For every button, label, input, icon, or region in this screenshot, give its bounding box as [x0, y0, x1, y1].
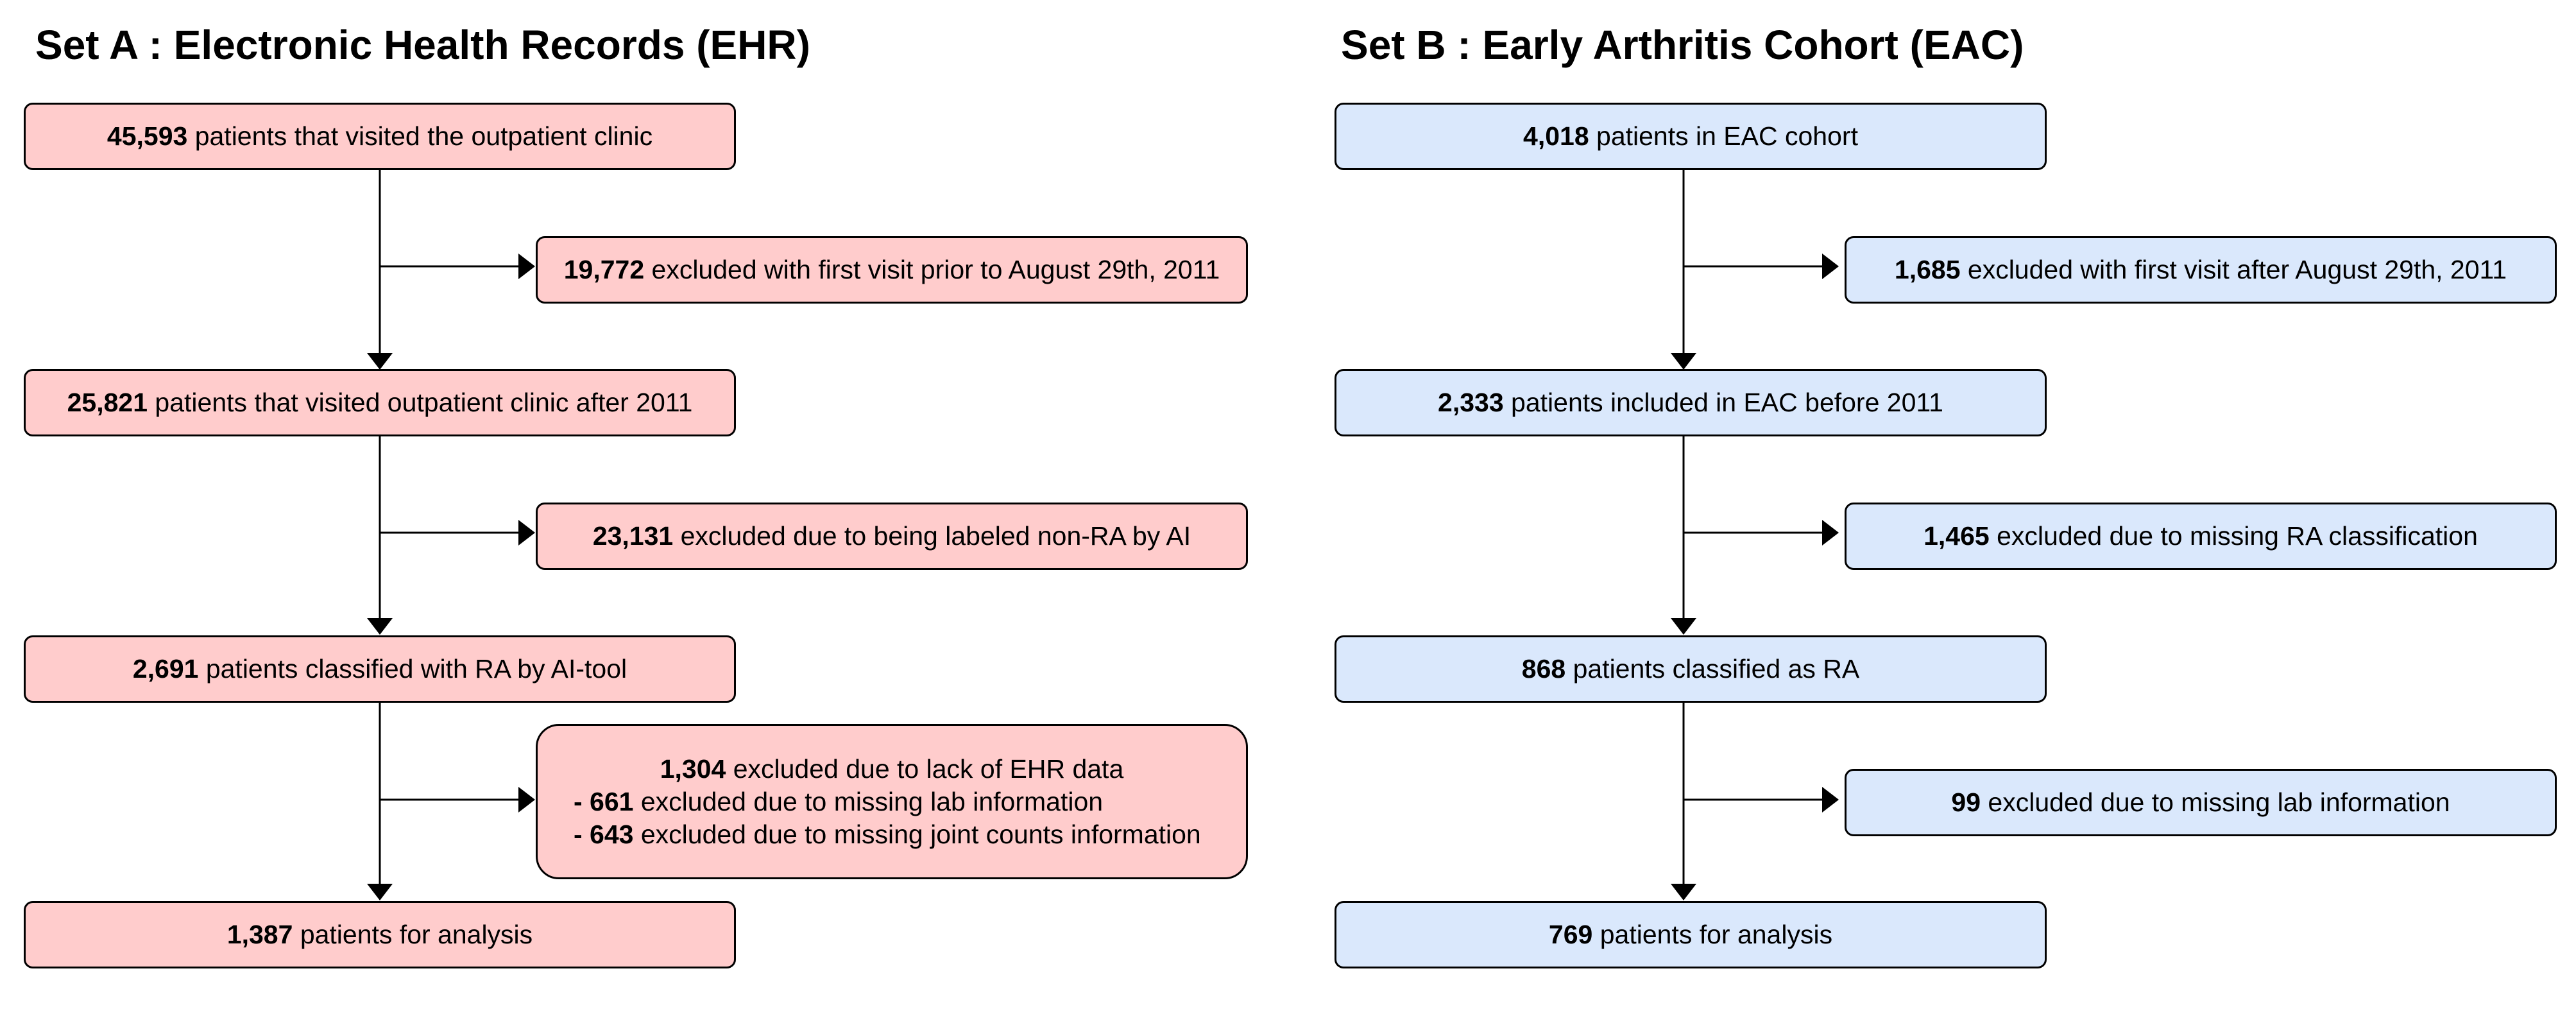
set-a-title: Set A : Electronic Health Records (EHR) — [35, 22, 810, 68]
set-b-count: 769 — [1548, 920, 1593, 949]
set-b-label: patients classified as RA — [1565, 654, 1860, 684]
set-b-arrow-3-head — [1671, 884, 1696, 900]
set-a-side-arrow-2-head — [518, 520, 535, 546]
set-b-exclusion-count: 99 — [1951, 787, 1981, 817]
set-b-exclusion-label: excluded due to missing RA classificatio… — [1989, 521, 2478, 551]
set-a-arrow-2-head — [367, 618, 393, 635]
set-b-exclusion-label: excluded with first visit after August 2… — [1960, 255, 2507, 284]
set-a-sub-label: excluded due to missing lab information — [633, 786, 1104, 816]
set-b-exclusion-count: 1,685 — [1894, 255, 1961, 284]
set-a-exclusion-label: excluded with first visit prior to Augus… — [644, 255, 1220, 284]
set-b-box-classified-ra: 868 patients classified as RA — [1335, 635, 2047, 703]
set-b-box-for-analysis: 769 patients for analysis — [1335, 901, 2047, 968]
set-b-count: 2,333 — [1438, 388, 1504, 417]
set-a-sub-count: 661 — [590, 786, 634, 816]
set-a-exclusion-count: 23,131 — [592, 521, 674, 551]
set-a-count: 1,387 — [226, 920, 293, 949]
set-b-exclusion-count: 1,465 — [1923, 521, 1990, 551]
set-a-label: patients that visited outpatient clinic … — [148, 388, 693, 417]
set-a-side-arrow-3-head — [518, 787, 535, 813]
set-b-title: Set B : Early Arthritis Cohort (EAC) — [1341, 22, 2024, 68]
set-b-count: 4,018 — [1523, 121, 1589, 151]
set-a-label: patients for analysis — [293, 920, 533, 949]
set-b-box-before-2011: 2,333 patients included in EAC before 20… — [1335, 369, 2047, 436]
set-b-count: 868 — [1521, 654, 1566, 684]
set-b-side-arrow-1-head — [1822, 254, 1839, 279]
set-b-label: patients in EAC cohort — [1589, 121, 1858, 151]
set-b-label: patients included in EAC before 2011 — [1503, 388, 1943, 417]
set-a-label: patients classified with RA by AI-tool — [198, 654, 627, 684]
set-b-exclusion-first-visit: 1,685 excluded with first visit after Au… — [1845, 236, 2557, 304]
set-a-exclusion-label: excluded due to lack of EHR data — [726, 753, 1124, 784]
set-a-side-arrow-1-head — [518, 254, 535, 279]
set-a-box-visited-clinic: 45,593 patients that visited the outpati… — [24, 103, 736, 170]
set-a-arrow-1-head — [367, 353, 393, 370]
set-a-sub-item-lab: - 661 excluded due to missing lab inform… — [574, 786, 1104, 816]
set-a-exclusion-count: 19,772 — [563, 255, 645, 284]
set-b-exclusion-missing-lab: 99 excluded due to missing lab informati… — [1845, 769, 2557, 836]
set-a-box-for-analysis: 1,387 patients for analysis — [24, 901, 736, 968]
set-b-side-arrow-2-head — [1822, 520, 1839, 546]
set-a-exclusion-label: excluded due to being labeled non-RA by … — [673, 521, 1191, 551]
set-a-exclusion-non-ra: 23,131 excluded due to being labeled non… — [536, 503, 1248, 570]
set-b-side-arrow-3-head — [1822, 787, 1839, 813]
set-a-box-after-2011: 25,821 patients that visited outpatient … — [24, 369, 736, 436]
set-a-exclusion-count: 1,304 — [660, 753, 726, 784]
set-a-box-classified-ra: 2,691 patients classified with RA by AI-… — [24, 635, 736, 703]
set-a-count: 2,691 — [132, 654, 199, 684]
set-b-arrow-2-head — [1671, 618, 1696, 635]
set-b-arrow-1-head — [1671, 353, 1696, 370]
set-a-sub-label: excluded due to missing joint counts inf… — [633, 819, 1201, 849]
set-b-exclusion-missing-classification: 1,465 excluded due to missing RA classif… — [1845, 503, 2557, 570]
set-a-count: 25,821 — [67, 388, 148, 417]
set-a-count: 45,593 — [107, 121, 188, 151]
set-a-exclusion-first-visit: 19,772 excluded with first visit prior t… — [536, 236, 1248, 304]
set-a-exclusion-lack-ehr: 1,304 excluded due to lack of EHR data -… — [536, 724, 1248, 879]
set-a-sub-item-joint: - 643 excluded due to missing joint coun… — [574, 819, 1201, 849]
set-b-exclusion-label: excluded due to missing lab information — [1981, 787, 2450, 817]
set-a-arrow-3-head — [367, 884, 393, 900]
set-a-label: patients that visited the outpatient cli… — [187, 121, 653, 151]
set-b-box-eac-cohort: 4,018 patients in EAC cohort — [1335, 103, 2047, 170]
set-b-label: patients for analysis — [1592, 920, 1833, 949]
set-a-sub-count: 643 — [590, 819, 634, 849]
